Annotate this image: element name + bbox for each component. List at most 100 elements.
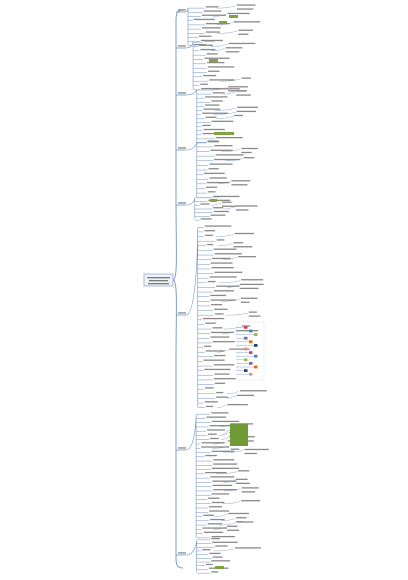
node-text: [213, 207, 224, 209]
node-text: [213, 248, 237, 250]
node-text: [241, 77, 252, 79]
branch-line: [216, 22, 233, 26]
node-text: [208, 497, 220, 499]
node-text: [210, 294, 226, 297]
node-text: [203, 128, 225, 131]
root-text: [148, 283, 169, 285]
node-text: [241, 487, 259, 489]
node-text: [204, 345, 212, 347]
branch-line: [185, 414, 197, 537]
thumbnail: [249, 329, 253, 333]
node-text: [209, 552, 221, 555]
node-text: [204, 172, 225, 175]
node-text: [201, 14, 226, 16]
image-frame: [237, 321, 265, 381]
node-text: [211, 560, 231, 562]
node-text: [236, 4, 256, 6]
highlight-node: [214, 132, 234, 135]
branch-line: [213, 112, 236, 115]
node-text: [207, 141, 220, 143]
node-text: [213, 195, 220, 198]
node-text: [208, 70, 220, 72]
branch-line: [172, 9, 184, 281]
node-text: [202, 112, 228, 114]
node-text: [236, 517, 247, 519]
node-text: [208, 433, 217, 435]
node-text: [205, 31, 220, 33]
branch-line: [211, 203, 221, 206]
node-text: [235, 482, 250, 484]
node-text: [238, 255, 257, 258]
node-text: [235, 547, 262, 549]
node-text: [236, 90, 246, 92]
branch-line: [185, 42, 194, 89]
node-text: [214, 158, 241, 161]
node-text: [214, 253, 242, 255]
node-text: [178, 447, 186, 449]
node-text: [227, 529, 240, 531]
node-text: [207, 66, 235, 68]
node-text: [207, 243, 214, 246]
node-text: [230, 448, 240, 450]
node-text: [206, 61, 225, 64]
node-text: [201, 442, 225, 444]
branch-line: [224, 488, 241, 492]
node-text: [202, 124, 211, 127]
thumbnail: [249, 351, 253, 354]
node-text: [204, 57, 230, 59]
branch-line: [220, 78, 241, 82]
branch-line: [216, 31, 238, 34]
node-text: [214, 145, 233, 147]
branch-line: [221, 437, 230, 440]
node-text: [210, 149, 233, 151]
node-text: [237, 106, 258, 108]
branch-line: [216, 471, 238, 475]
node-text: [209, 506, 222, 508]
node-text: [205, 186, 218, 188]
node-text: [205, 234, 213, 236]
node-text: [208, 199, 231, 201]
node-text: [228, 86, 248, 88]
branch-line: [212, 441, 227, 445]
branch-line: [227, 391, 240, 395]
node-text: [208, 168, 219, 170]
node-text: [227, 403, 248, 406]
node-text: [213, 459, 235, 461]
node-text: [211, 467, 240, 469]
node-text: [201, 446, 230, 448]
node-text: [216, 239, 225, 241]
node-text: [201, 87, 222, 90]
node-text: [241, 147, 258, 150]
branch-line: [212, 446, 230, 449]
node-text: [178, 9, 186, 11]
branch-line: [209, 44, 228, 47]
node-text: [202, 549, 211, 551]
highlight-node: [215, 566, 224, 569]
node-text: [244, 452, 257, 455]
node-text: [238, 29, 253, 31]
root-text: [149, 280, 168, 282]
branch-line: [185, 90, 198, 142]
node-text: [211, 493, 229, 495]
thumbnail: [244, 347, 248, 351]
node-text: [178, 147, 186, 149]
thumbnail: [244, 336, 248, 340]
node-text: [211, 420, 240, 423]
node-text: [238, 470, 250, 472]
node-text: [178, 312, 186, 314]
branch-line: [224, 206, 236, 210]
node-text: [248, 315, 261, 317]
node-text: [211, 100, 223, 102]
node-text: [204, 368, 231, 371]
node-text: [209, 163, 233, 165]
branch-line: [218, 243, 233, 247]
branch-line: [221, 518, 236, 521]
node-text: [202, 527, 227, 529]
node-text: [209, 510, 230, 512]
node-text: [236, 209, 249, 211]
node-text: [203, 531, 224, 533]
node-text: [205, 350, 225, 352]
node-text: [241, 491, 256, 493]
